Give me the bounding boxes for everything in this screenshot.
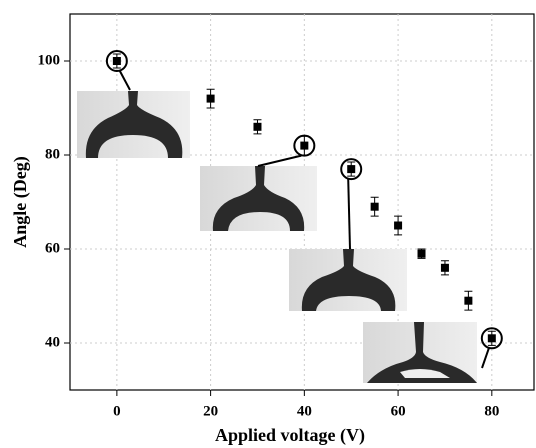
droplet-image [200,166,317,231]
y-tick-label: 40 [45,334,60,350]
highlight-circle [340,158,363,181]
x-tick-label: 60 [391,403,406,419]
point [394,221,403,230]
point [417,249,426,258]
plot-frame [69,13,535,391]
y-tick-label: 100 [38,52,61,68]
y-tick-label: 60 [45,240,60,256]
point [206,94,215,103]
droplet-image [363,322,477,383]
droplet-images [77,91,477,383]
droplet-image [77,91,190,158]
y-tick-label: 80 [45,146,60,162]
point [487,334,496,343]
x-tick-label: 0 [113,403,121,419]
leader-line [118,70,131,91]
y-axis-label: Angle (Deg) [10,156,31,247]
point [300,141,309,150]
point [253,122,262,131]
highlight-circle [480,327,503,350]
highlight-circle [293,134,316,157]
x-tick-label: 80 [484,403,499,419]
leader-line [481,347,490,369]
x-axis-label: Applied voltage (V) [215,425,365,446]
highlight-circle [105,50,128,72]
point [370,202,379,211]
x-tick-label: 40 [297,403,312,419]
x-tick-label: 20 [203,403,218,419]
point [464,296,473,305]
point [112,57,121,65]
point [440,263,449,272]
point [347,165,356,174]
leader-line [347,179,351,250]
leader-line [257,154,302,167]
droplet-image [289,249,407,311]
